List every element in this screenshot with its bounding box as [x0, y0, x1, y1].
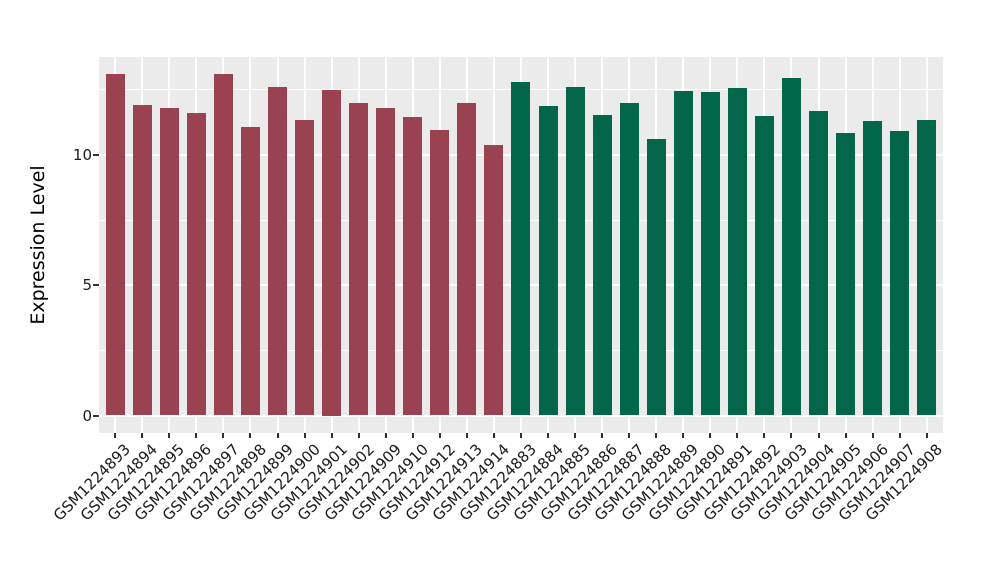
x-axis-tick [303, 433, 306, 438]
x-axis-tick [411, 433, 414, 438]
x-axis-tick [601, 433, 604, 438]
x-axis-tick [871, 433, 874, 438]
x-axis-tick [492, 433, 495, 438]
y-tick-label: 0 [82, 406, 92, 425]
plot-panel [99, 57, 943, 433]
bar-GSM1224894 [132, 104, 152, 416]
bar-GSM1224889 [673, 91, 693, 416]
bar-GSM1224885 [565, 87, 585, 416]
y-tick-label: 5 [82, 276, 92, 295]
bar-GSM1224893 [105, 73, 125, 416]
y-axis-tick [93, 154, 99, 156]
y-axis-tick [93, 284, 99, 287]
y-axis-title: Expression Level [27, 165, 49, 325]
bar-GSM1224898 [240, 127, 260, 416]
x-axis-tick [357, 433, 360, 438]
bar-GSM1224903 [781, 77, 801, 416]
x-axis-tick [384, 433, 387, 438]
bar-GSM1224890 [700, 92, 720, 416]
x-axis-tick [763, 433, 766, 438]
bar-GSM1224902 [349, 103, 369, 416]
x-axis-tick [438, 433, 441, 438]
x-axis-tick [168, 433, 171, 438]
bar-GSM1224884 [538, 106, 558, 416]
x-axis-tick [114, 433, 117, 438]
x-axis-tick [790, 433, 793, 438]
bar-GSM1224908 [917, 119, 937, 416]
bar-GSM1224914 [484, 145, 504, 416]
bar-GSM1224899 [268, 87, 288, 416]
bar-GSM1224895 [159, 108, 179, 416]
bar-GSM1224906 [863, 120, 883, 416]
bar-GSM1224888 [646, 138, 666, 416]
bar-GSM1224887 [619, 102, 639, 416]
y-axis-tick [93, 414, 99, 417]
bar-GSM1224904 [809, 111, 829, 416]
bar-GSM1224900 [295, 120, 315, 416]
x-axis-tick [736, 433, 739, 438]
x-axis-tick [925, 433, 928, 438]
bar-GSM1224912 [430, 130, 450, 416]
bar-GSM1224905 [836, 132, 856, 416]
bar-GSM1224909 [376, 108, 396, 416]
bar-GSM1224891 [727, 87, 747, 416]
x-axis-tick [682, 433, 685, 438]
bar-GSM1224892 [754, 115, 774, 416]
bar-GSM1224907 [890, 131, 910, 416]
bar-GSM1224886 [592, 114, 612, 416]
x-axis-tick [628, 433, 631, 438]
x-axis-tick [330, 433, 333, 438]
bar-GSM1224913 [457, 102, 477, 416]
x-axis-tick [276, 433, 279, 438]
bar-GSM1224896 [186, 112, 206, 416]
x-axis-tick [141, 433, 144, 438]
x-axis-tick [547, 433, 550, 438]
x-axis-tick [655, 433, 658, 438]
x-axis-tick [898, 433, 901, 438]
x-axis-tick [465, 433, 468, 438]
bar-GSM1224883 [511, 82, 531, 416]
bar-GSM1224897 [213, 73, 233, 416]
bar-GSM1224901 [322, 89, 342, 416]
x-axis-tick [709, 433, 712, 438]
x-axis-tick [519, 433, 522, 438]
y-tick-label: 10 [72, 146, 92, 164]
x-axis-tick [249, 433, 252, 438]
x-axis-tick [195, 433, 198, 438]
x-axis-tick [817, 433, 820, 438]
bar-GSM1224910 [403, 116, 423, 416]
x-axis-tick [222, 433, 225, 438]
x-axis-tick [574, 433, 577, 438]
x-axis-tick [844, 433, 847, 438]
